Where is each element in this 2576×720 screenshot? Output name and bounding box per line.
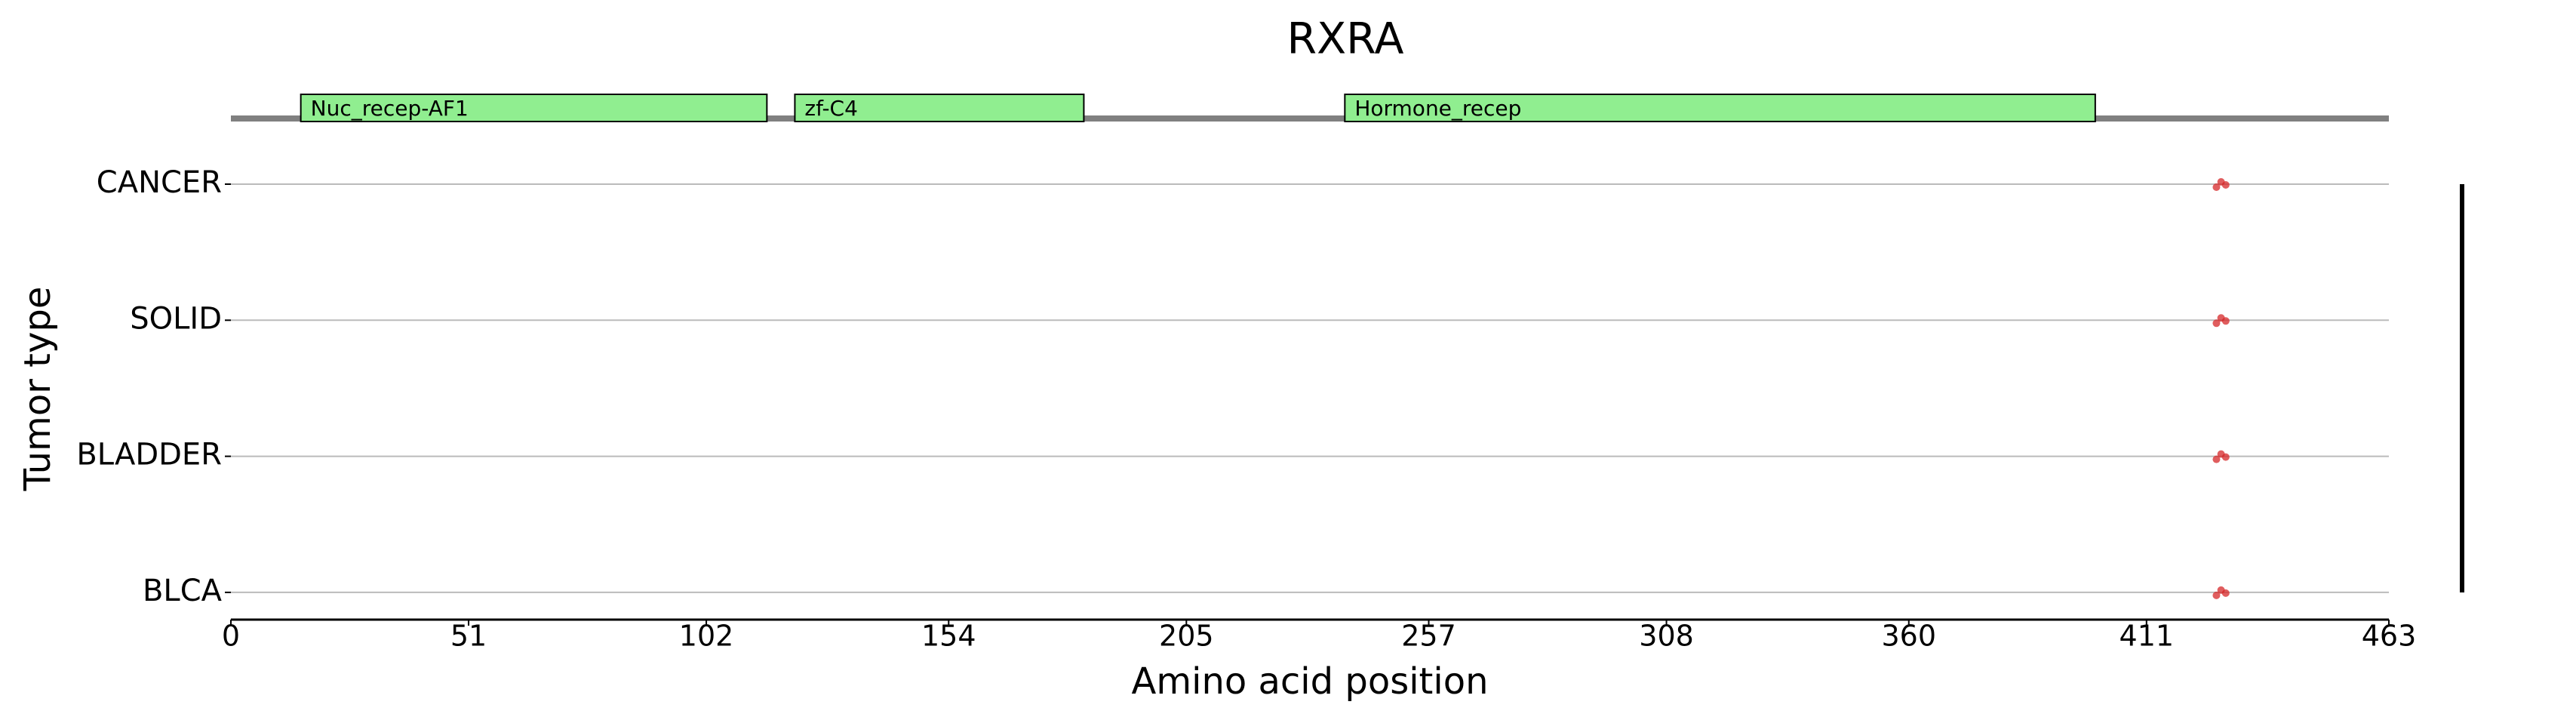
y-tick-label: SOLID [130, 301, 222, 336]
mutation-point [2221, 181, 2230, 189]
y-tick-label: BLCA [143, 574, 223, 608]
x-tick-label: 0 [222, 620, 240, 653]
x-tick-label: 257 [1401, 620, 1456, 653]
mutation-point [2212, 455, 2221, 463]
x-tick-label: 360 [1881, 620, 1936, 653]
y-tick-label: CANCER [97, 165, 222, 200]
x-tick-label: 154 [921, 620, 976, 653]
domain [1344, 94, 2096, 122]
domain-label: Nuc_recep-AF1 [311, 96, 469, 121]
mutation-point [2221, 317, 2230, 325]
x-tick-label: 411 [2120, 620, 2175, 653]
mutation-point [2221, 589, 2230, 597]
domain [300, 94, 768, 122]
x-tick-label: 308 [1639, 620, 1694, 653]
x-tick-label: 205 [1159, 620, 1214, 653]
x-tick-label: 51 [450, 620, 487, 653]
domain [794, 94, 1085, 122]
mutation-point [2221, 453, 2230, 461]
x-tick-label: 102 [679, 620, 734, 653]
mutation-point [2212, 183, 2221, 191]
mutation-point [2212, 591, 2221, 599]
x-axis-label: Amino acid position [1132, 660, 1489, 703]
y-tick-label: BLADDER [76, 438, 222, 472]
mutation-point [2212, 319, 2221, 328]
y-axis-label: Tumor type [17, 287, 59, 492]
domain-label: Hormone_recep [1354, 96, 1521, 121]
x-tick-label: 463 [2362, 620, 2417, 653]
chart-title: RXRA [1287, 14, 1404, 64]
domain-label: zf-C4 [804, 96, 858, 121]
